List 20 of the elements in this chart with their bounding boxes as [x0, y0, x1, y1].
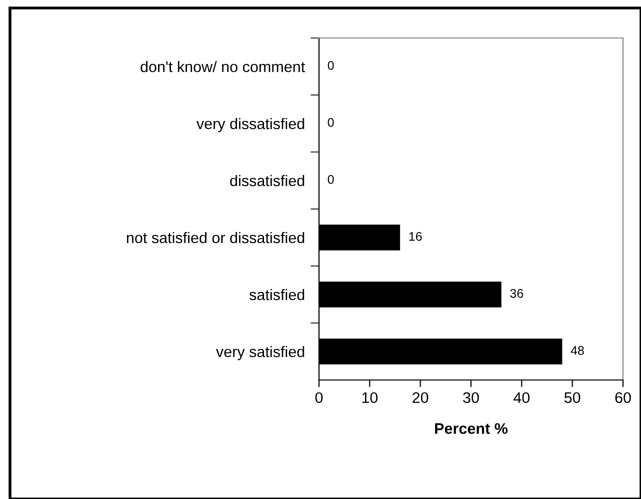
- data-label: 0: [328, 175, 334, 184]
- data-label: 0: [328, 118, 334, 127]
- y-tick-label: don't know/ no comment: [140, 60, 306, 72]
- data-label: 48: [570, 346, 584, 355]
- data-label: 16: [409, 232, 422, 241]
- y-tick-label: satisfied: [249, 288, 304, 300]
- data-label: 0: [328, 61, 334, 70]
- y-tick-label: not satisfied or dissatisfied: [126, 232, 304, 244]
- data-label: 36: [510, 289, 524, 298]
- x-tick-label: 20: [412, 392, 428, 404]
- x-tick-label: 0: [315, 392, 323, 404]
- x-axis-title: Percent %: [435, 423, 508, 434]
- x-tick-label: 50: [564, 392, 580, 404]
- x-tick-label: 40: [514, 392, 530, 404]
- x-tick-label: 10: [362, 392, 378, 404]
- y-tick-label: dissatisfied: [230, 174, 304, 186]
- y-tick-label: very satisfied: [216, 346, 304, 360]
- x-tick-label: 30: [463, 392, 479, 404]
- y-tick-label: very dissatisfied: [196, 118, 304, 132]
- x-tick-label: 60: [615, 392, 631, 404]
